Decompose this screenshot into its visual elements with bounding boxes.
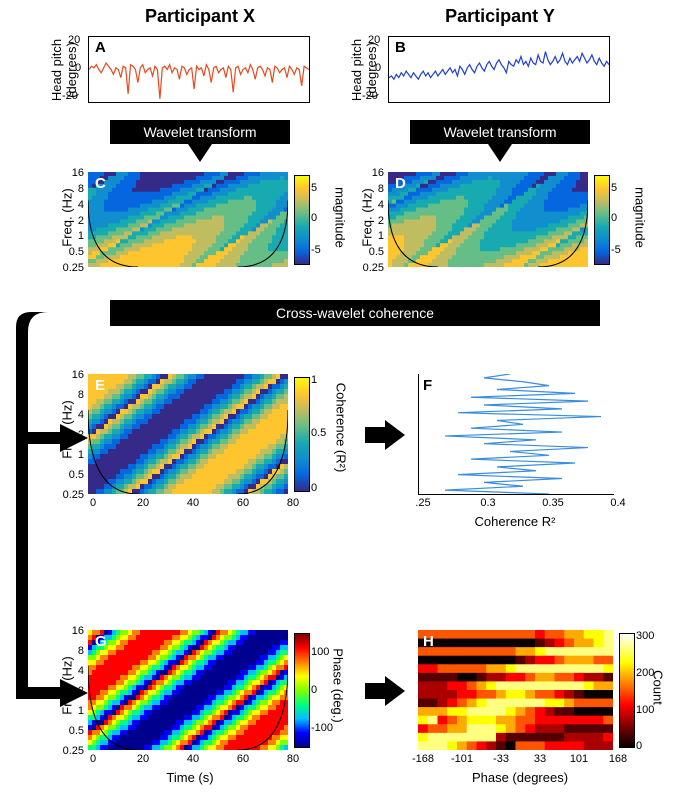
tick: 100 (636, 704, 654, 716)
banner-wavelet-left: Wavelet transform (110, 120, 290, 144)
panel-e-scalogram (88, 374, 288, 494)
tick: 200 (636, 667, 654, 679)
tick: 1 (311, 374, 317, 386)
tick: 0 (311, 212, 317, 224)
arrow-icon (365, 420, 405, 450)
tick: -100 (311, 722, 333, 734)
panel-e-label: E (95, 377, 105, 394)
panel-g-colorbar (294, 633, 310, 748)
banner-wavelet-right: Wavelet transform (410, 120, 590, 144)
tick: 0 (611, 212, 617, 224)
tick: 0 (375, 62, 381, 74)
arrow-icon (365, 676, 405, 706)
tick: -20 (62, 90, 78, 102)
banner-cross-wavelet: Cross-wavelet coherence (110, 300, 600, 326)
panel-h-label: H (423, 633, 434, 650)
tick: 0 (75, 62, 81, 74)
arrow-icon (488, 144, 512, 162)
tick: 0 (636, 740, 642, 752)
tick: 5 (311, 182, 317, 194)
tick: 20 (368, 34, 380, 46)
panel-g-scalogram (88, 630, 288, 750)
arrow-icon (188, 144, 212, 162)
title-participant-x: Participant X (80, 6, 320, 27)
tick: 5 (611, 182, 617, 194)
panel-e-colorbar (294, 377, 310, 492)
panel-a-plot (88, 36, 310, 103)
tick: 20 (68, 34, 80, 46)
panel-d-label: D (395, 175, 406, 192)
panel-c-scalogram (88, 172, 288, 267)
panel-g-xlabel: Time (s) (130, 770, 250, 785)
tick: -20 (362, 90, 378, 102)
panel-d-colorbar (594, 175, 610, 265)
tick: -5 (311, 244, 321, 256)
tick: 0 (311, 684, 317, 696)
panel-f-label: F (423, 377, 432, 394)
tick: 300 (636, 630, 654, 642)
panel-g-cb-label: Phase (deg.) (331, 636, 346, 736)
title-participant-y: Participant Y (380, 6, 620, 27)
panel-c-cb-label: magnitude (333, 178, 348, 258)
panel-f-plot (418, 374, 614, 495)
panel-d-cb-label: magnitude (633, 178, 648, 258)
panel-h-heatmap (418, 630, 613, 750)
panel-b-plot (388, 36, 610, 103)
panel-d-scalogram (388, 172, 588, 267)
panel-g-label: G (95, 633, 107, 650)
panel-h-colorbar (619, 633, 635, 748)
tick: 0.5 (311, 427, 326, 439)
tick: 0 (311, 482, 317, 494)
panel-c-colorbar (294, 175, 310, 265)
tick: -5 (611, 244, 621, 256)
panel-b-label: B (395, 39, 406, 56)
tick: 100 (311, 646, 329, 658)
panel-f-xlabel: Coherence R² (440, 514, 590, 529)
panel-a-label: A (95, 39, 106, 56)
panel-h-xlabel: Phase (degrees) (445, 770, 595, 785)
panel-c-label: C (95, 175, 106, 192)
panel-e-cb-label: Coherence (R²) (334, 373, 349, 483)
